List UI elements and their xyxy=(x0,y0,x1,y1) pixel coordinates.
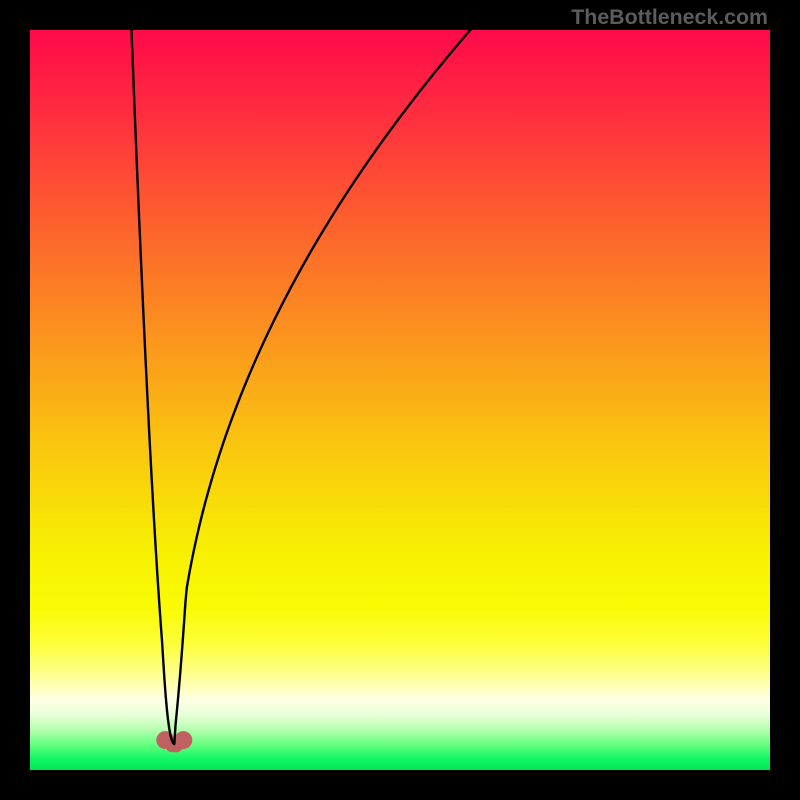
watermark-text: TheBottleneck.com xyxy=(571,5,768,30)
chart-stage: TheBottleneck.com xyxy=(0,0,800,800)
curve-overlay xyxy=(30,30,770,770)
bottleneck-curve xyxy=(30,30,770,744)
plot-area xyxy=(30,30,770,770)
